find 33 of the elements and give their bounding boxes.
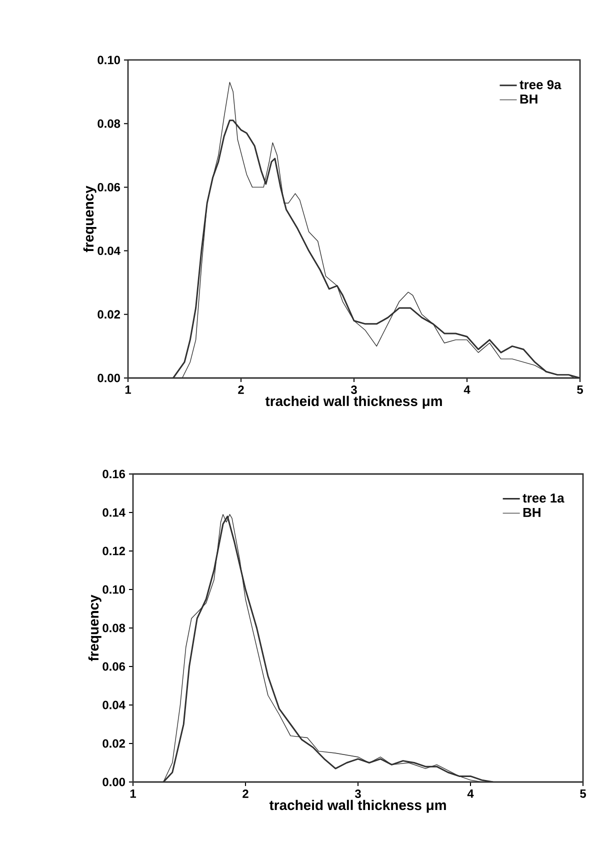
- y-tick-label: 0.08: [98, 119, 120, 128]
- y-tick-label: 0.02: [102, 739, 125, 748]
- y-tick-label: 0.10: [102, 585, 125, 594]
- x-tick-label: 4: [464, 386, 470, 394]
- x-tick-label: 2: [238, 386, 244, 394]
- legend-label: BH: [523, 508, 540, 517]
- x-tick-label: 3: [350, 386, 357, 394]
- y-tick-label: 0.10: [98, 56, 120, 64]
- y-tick-label: 0.16: [102, 470, 126, 478]
- y-tick-label: 0.06: [102, 662, 126, 671]
- y-axis-title: frequency: [88, 594, 102, 662]
- x-tick-label: 5: [580, 790, 586, 798]
- legend-label: tree 1a: [522, 494, 564, 503]
- x-axis-title: tracheid wall thickness μm: [265, 396, 442, 409]
- y-tick-label: 0.00: [102, 778, 125, 786]
- legend-label: tree 9a: [520, 80, 562, 90]
- x-tick-label: 4: [467, 790, 474, 798]
- y-tick-label: 0.12: [102, 546, 125, 556]
- y-tick-label: 0.00: [98, 374, 120, 382]
- x-tick-label: 3: [354, 790, 361, 798]
- y-axis-title: frequency: [83, 186, 96, 252]
- y-tick-label: 0.04: [98, 246, 120, 256]
- x-tick-label: 5: [577, 386, 583, 394]
- x-tick-label: 1: [125, 386, 131, 394]
- legend-label: BH: [520, 94, 538, 104]
- y-tick-label: 0.08: [102, 624, 126, 632]
- y-tick-label: 0.06: [98, 182, 120, 192]
- x-tick-label: 1: [130, 790, 136, 798]
- y-tick-label: 0.04: [102, 700, 126, 710]
- y-tick-label: 0.02: [98, 310, 120, 319]
- y-tick-label: 0.14: [102, 508, 126, 517]
- x-axis-title: tracheid wall thickness μm: [269, 800, 446, 813]
- x-tick-label: 2: [242, 790, 248, 798]
